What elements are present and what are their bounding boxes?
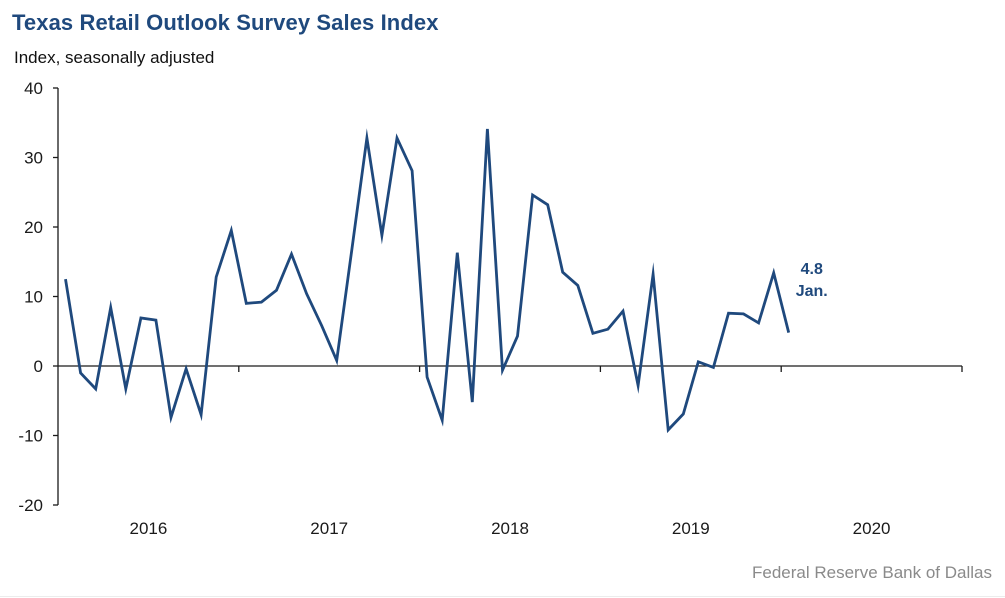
- source-credit: Federal Reserve Bank of Dallas: [751, 563, 992, 582]
- series-layer: [64, 128, 791, 434]
- x-tick-label: 2019: [672, 519, 710, 538]
- y-axis-unit-label: Index, seasonally adjusted: [14, 48, 215, 67]
- annotation-latest-value: 4.8: [801, 261, 823, 278]
- series-line: [64, 128, 791, 434]
- bottom-divider: [0, 596, 1005, 597]
- y-tick-label: 20: [24, 218, 43, 237]
- annotation-latest-month: Jan.: [796, 283, 828, 300]
- y-tick-label: 30: [24, 149, 43, 168]
- y-tick-label: -10: [18, 427, 43, 446]
- y-axis: 40 30 20 10 0 -10 -20: [18, 79, 59, 515]
- y-tick-label: 10: [24, 288, 43, 307]
- y-tick-label: -20: [18, 496, 43, 515]
- annotation-layer: 4.8 Jan.: [796, 261, 828, 300]
- chart-title: Texas Retail Outlook Survey Sales Index: [12, 10, 439, 35]
- y-tick-label: 40: [24, 79, 43, 98]
- x-tick-label: 2018: [491, 519, 529, 538]
- y-tick-label: 0: [34, 357, 43, 376]
- x-tick-label: 2020: [853, 519, 891, 538]
- x-axis: 2016 2017 2018 2019 2020: [58, 365, 963, 538]
- x-tick-label: 2017: [310, 519, 348, 538]
- x-tick-label: 2016: [129, 519, 167, 538]
